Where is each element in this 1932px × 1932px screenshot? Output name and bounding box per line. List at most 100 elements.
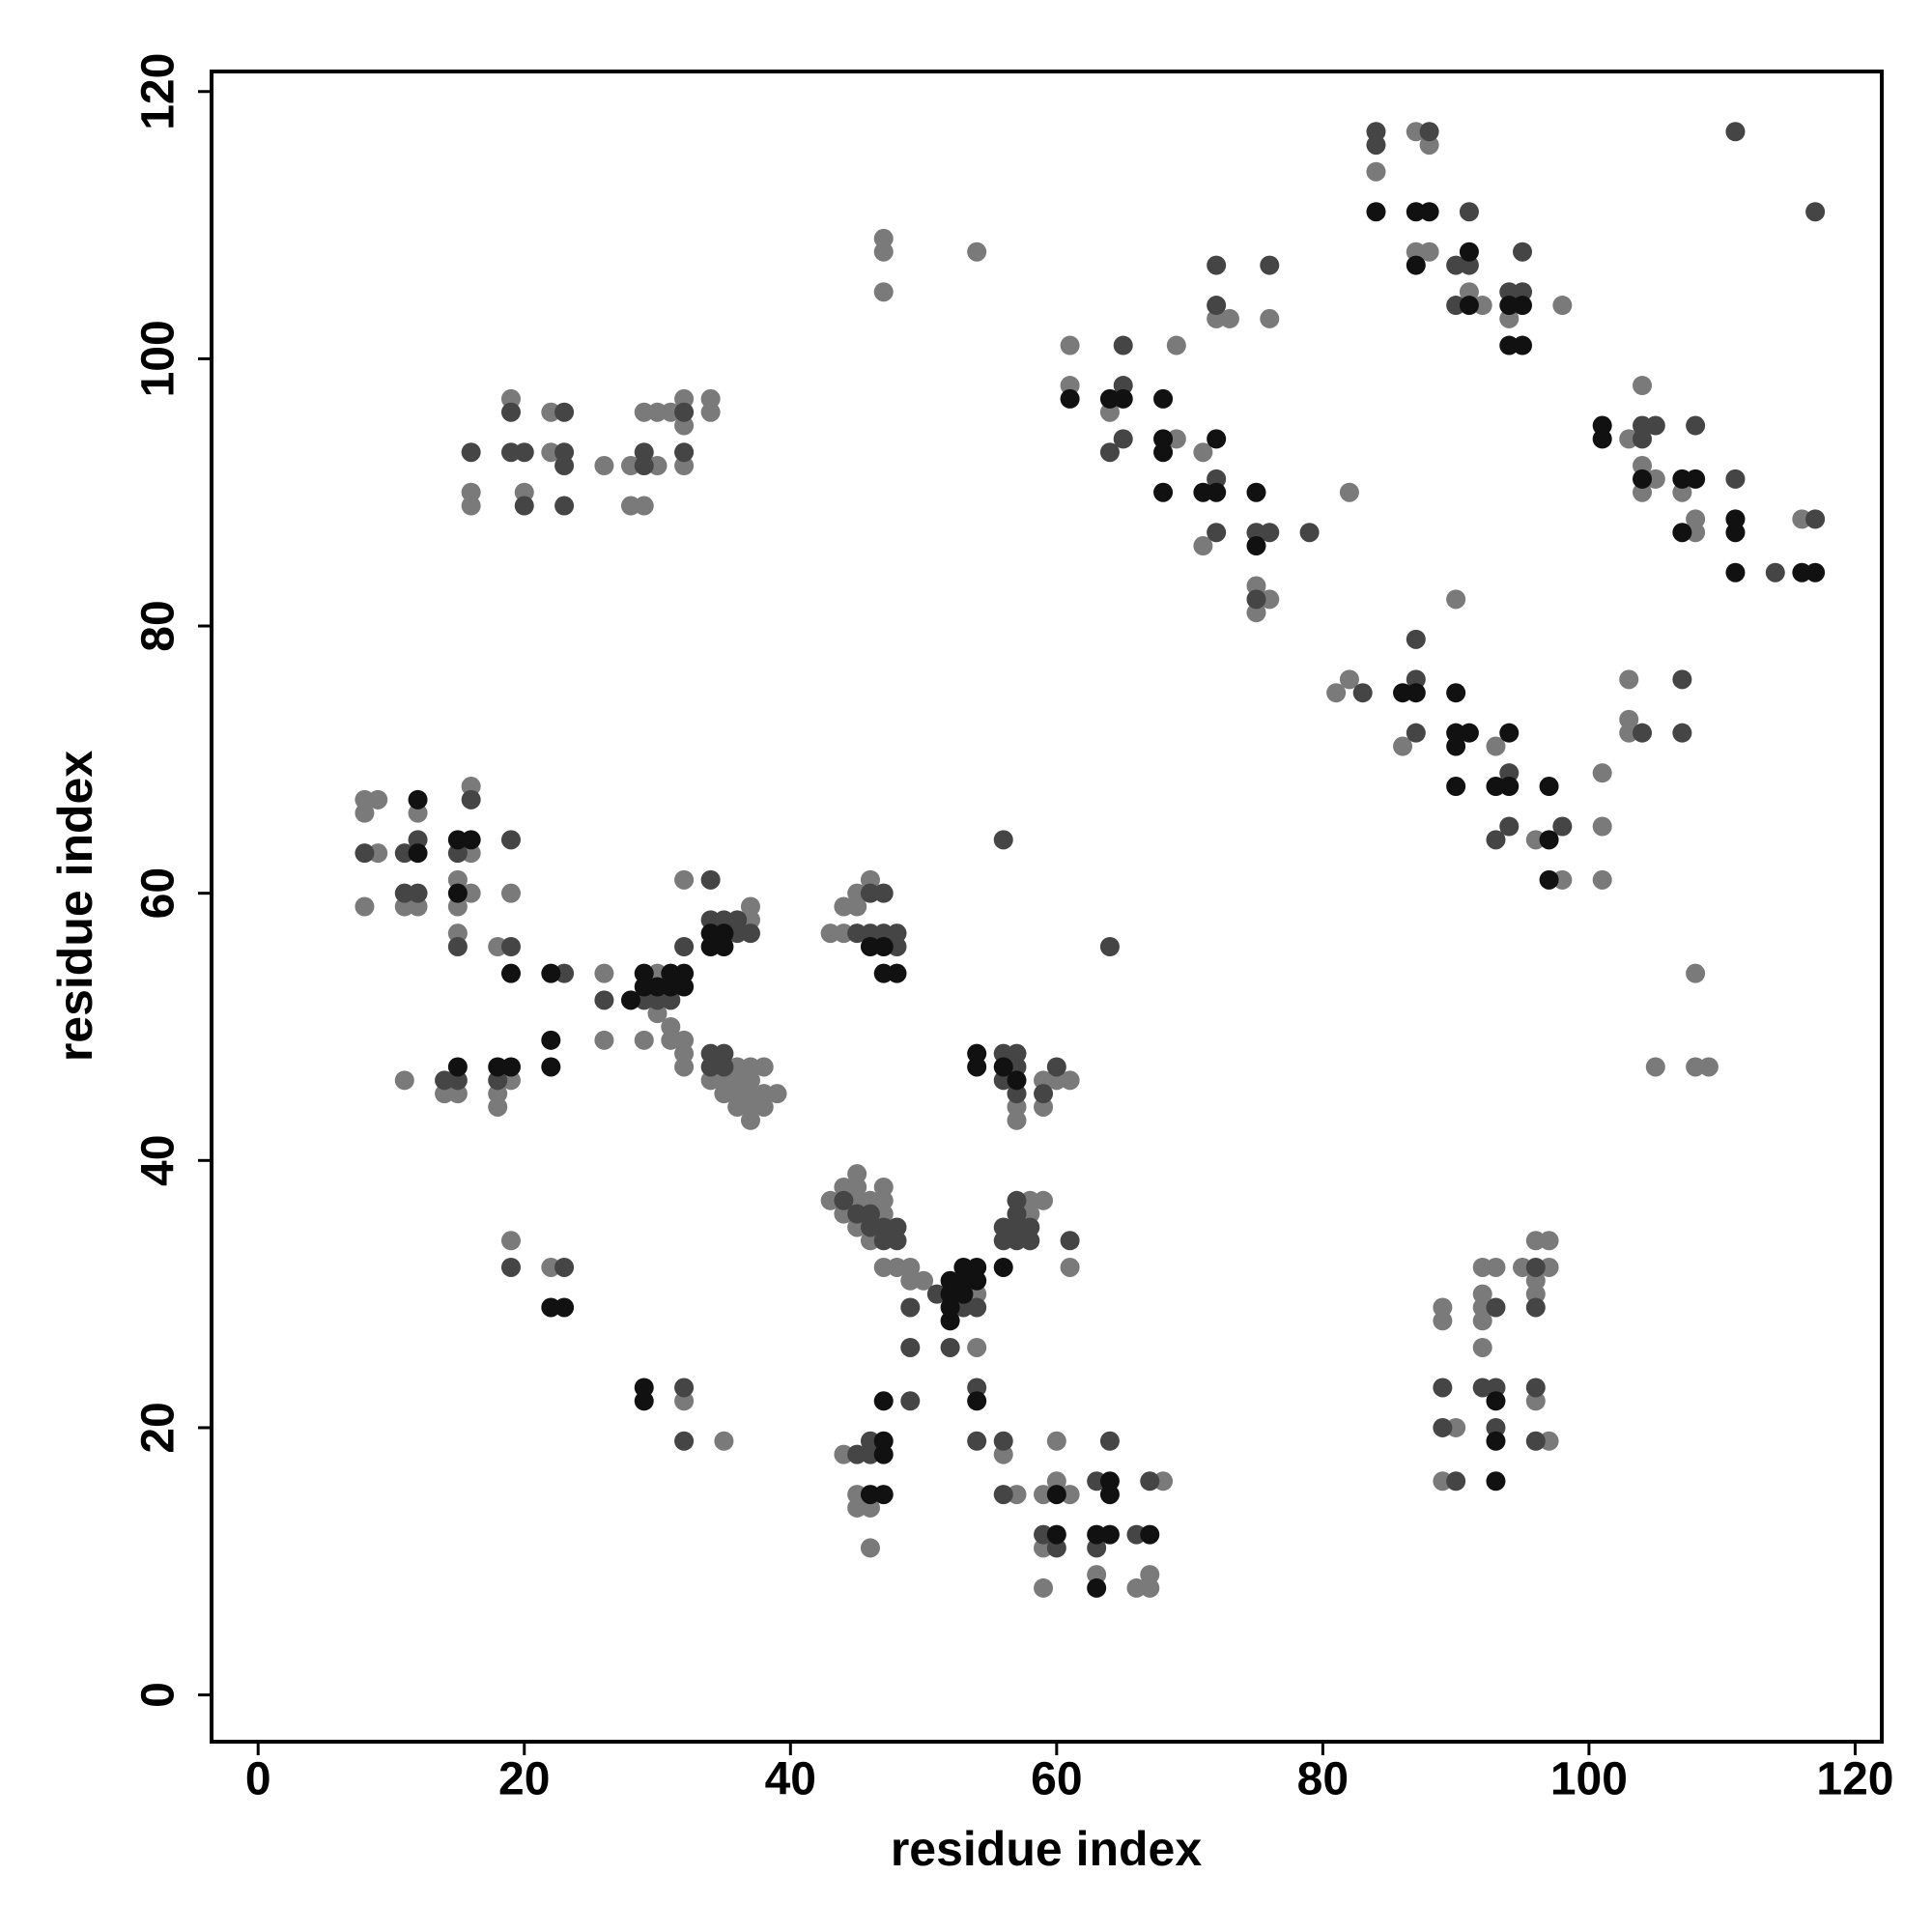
point: [1686, 415, 1706, 436]
point: [634, 442, 654, 463]
point: [1393, 736, 1413, 756]
point: [554, 1257, 575, 1277]
point: [500, 830, 521, 850]
point: [873, 963, 894, 983]
point: [873, 1257, 894, 1277]
point: [1539, 869, 1559, 890]
point: [1486, 1471, 1506, 1492]
point: [714, 1043, 734, 1064]
point: [1034, 1070, 1054, 1091]
point: [1539, 1257, 1559, 1277]
point: [967, 1297, 987, 1318]
point: [594, 1030, 614, 1050]
point: [740, 1096, 760, 1117]
point: [700, 869, 721, 890]
point: [1153, 388, 1174, 409]
point: [940, 1311, 960, 1331]
point: [1126, 1524, 1147, 1545]
point: [1007, 1190, 1027, 1210]
point: [1419, 202, 1439, 222]
point: [940, 1297, 960, 1318]
point: [993, 1043, 1013, 1064]
point: [1525, 1391, 1546, 1411]
point: [1140, 1471, 1160, 1492]
y-tick-label: 40: [133, 1135, 185, 1186]
point: [1805, 562, 1826, 582]
point: [461, 830, 481, 850]
point: [488, 1070, 508, 1091]
point: [1645, 469, 1665, 489]
point: [953, 1270, 974, 1291]
point: [740, 923, 760, 944]
point: [1539, 830, 1559, 850]
point: [1207, 523, 1227, 543]
point: [873, 883, 894, 903]
point: [1087, 1471, 1107, 1492]
point: [514, 442, 534, 463]
point: [873, 1444, 894, 1464]
point: [1539, 1231, 1559, 1251]
point: [1499, 763, 1520, 783]
point: [1419, 135, 1439, 156]
point: [1672, 669, 1692, 690]
point: [967, 1270, 987, 1291]
point: [1525, 1257, 1546, 1277]
point: [926, 1284, 947, 1304]
point: [1459, 282, 1479, 302]
point: [767, 1084, 787, 1104]
point: [500, 1070, 521, 1091]
point: [674, 869, 695, 890]
point: [1113, 388, 1133, 409]
point: [1486, 736, 1506, 756]
point: [1472, 296, 1492, 316]
point: [1633, 469, 1653, 489]
point: [1219, 308, 1239, 328]
point: [873, 1485, 894, 1505]
point: [753, 1057, 774, 1077]
point: [887, 963, 907, 983]
point: [488, 1084, 508, 1104]
point: [1087, 1577, 1107, 1598]
point: [620, 456, 640, 476]
point: [1060, 388, 1080, 409]
point: [860, 1190, 880, 1210]
point: [541, 1297, 561, 1318]
point: [1472, 1297, 1492, 1318]
point: [1007, 1057, 1027, 1077]
point: [993, 1485, 1013, 1505]
point: [860, 1538, 880, 1558]
point: [447, 1070, 468, 1091]
point: [541, 442, 561, 463]
point: [1513, 296, 1533, 316]
point: [860, 1204, 880, 1224]
y-tick-label: 20: [133, 1402, 185, 1453]
point: [1246, 603, 1266, 623]
point: [1153, 442, 1174, 463]
point: [674, 936, 695, 956]
point: [1166, 429, 1186, 449]
point: [1792, 509, 1812, 529]
point: [1419, 242, 1439, 262]
point: [1686, 509, 1706, 529]
point: [1246, 536, 1266, 556]
point: [1246, 576, 1266, 596]
point: [834, 1204, 854, 1224]
point: [1486, 777, 1506, 797]
y-axis-title: residue index: [48, 751, 102, 1063]
point: [447, 1057, 468, 1077]
point: [1007, 1084, 1027, 1104]
point: [1126, 1577, 1147, 1598]
point: [1406, 202, 1426, 222]
point: [1525, 1231, 1546, 1251]
point: [1046, 1070, 1066, 1091]
point: [727, 1096, 748, 1117]
point: [594, 963, 614, 983]
point: [1020, 1217, 1040, 1237]
point: [967, 1431, 987, 1451]
point: [993, 1057, 1013, 1077]
point: [355, 896, 375, 917]
y-tick-label: 80: [133, 600, 185, 651]
point: [1339, 669, 1359, 690]
point: [700, 1043, 721, 1064]
point: [408, 830, 428, 850]
